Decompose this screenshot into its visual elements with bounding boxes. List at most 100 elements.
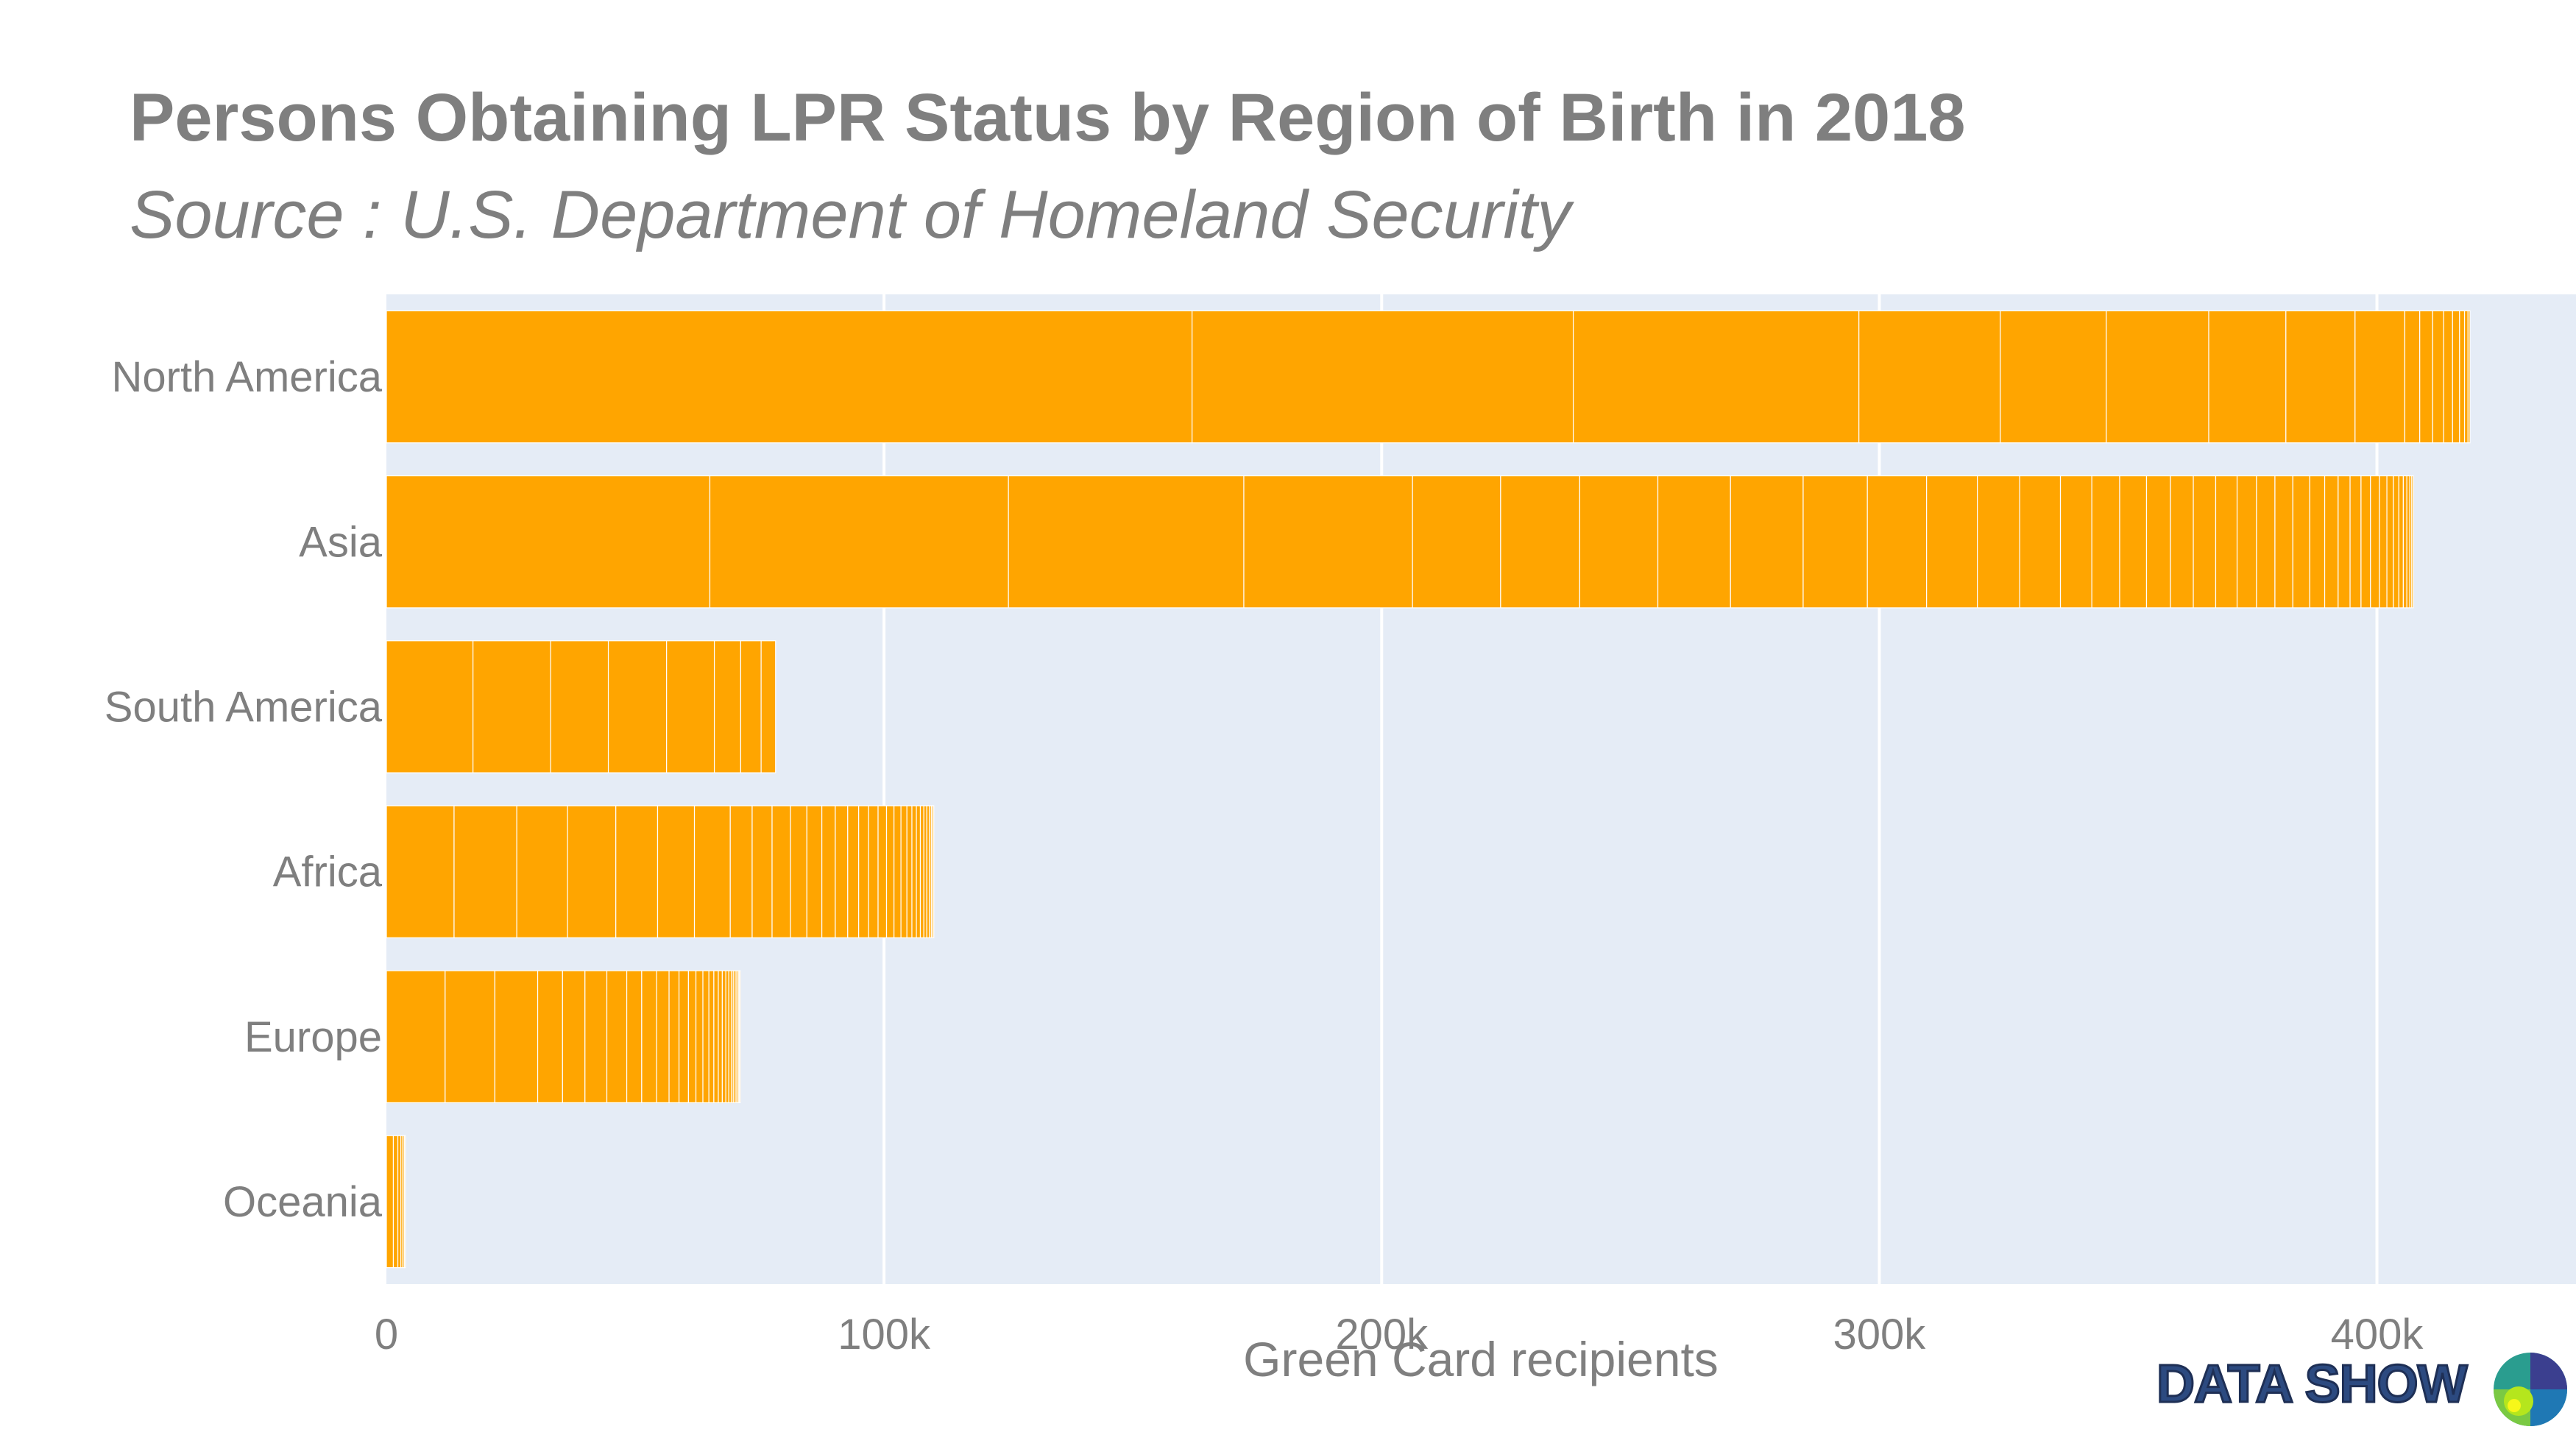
bar-segment (2452, 310, 2460, 444)
bar-segment (2406, 475, 2410, 609)
bar-segment (858, 805, 869, 938)
bar-segment (1657, 475, 1731, 609)
logo: DATA SHOW (2156, 1332, 2576, 1435)
chart-subtitle: Source : U.S. Department of Homeland Sec… (130, 177, 1571, 252)
bar-segment (386, 970, 446, 1104)
x-tick-label: 300k (1833, 1311, 1927, 1358)
bar-asia (386, 475, 2414, 609)
bar-segment (656, 970, 670, 1104)
x-tick-label: 400k (2331, 1311, 2424, 1358)
bar-segment (2404, 310, 2421, 444)
bar-segment (821, 805, 836, 938)
x-tick-label: 0 (375, 1311, 398, 1358)
bar-segment (2467, 310, 2471, 444)
y-tick-label: Oceania (223, 1178, 383, 1226)
bar-segment (2386, 475, 2394, 609)
y-tick-label: Africa (273, 848, 383, 896)
bar-segment (1866, 475, 1928, 609)
bar-segment (2324, 475, 2339, 609)
bar-segment (537, 970, 563, 1104)
bar-segment (453, 805, 517, 938)
bar-europe (386, 970, 741, 1104)
bar-segment (1572, 310, 1860, 444)
bar-segment (2370, 475, 2380, 609)
bar-segment (1008, 475, 1245, 609)
bar-segment (2236, 475, 2257, 609)
y-tick-label: South America (105, 683, 383, 731)
x-axis-title: Green Card recipients (1243, 1332, 1719, 1386)
logo-mark-icon (2494, 1353, 2567, 1426)
bar-segment (721, 970, 726, 1104)
bar-segment (2379, 475, 2388, 609)
bar-segment (702, 970, 710, 1104)
bar-segment (392, 1135, 399, 1269)
bar-segment (2419, 310, 2433, 444)
bar-segment (386, 640, 474, 773)
bar-segment (657, 805, 696, 938)
bar-segment (1192, 310, 1574, 444)
bar-segment (1977, 475, 2020, 609)
logo-text: DATA SHOW (2156, 1354, 2469, 1415)
bar-segment (2432, 310, 2444, 444)
bar-segment (2411, 475, 2414, 609)
bar-segment (494, 970, 539, 1104)
bar-segment (2256, 475, 2276, 609)
bar-segment (1802, 475, 1868, 609)
bar-segment (550, 640, 609, 773)
plot-background (386, 294, 2576, 1284)
bar-segment (2360, 475, 2371, 609)
bar-segment (626, 970, 643, 1104)
bar-segment (695, 970, 704, 1104)
bar-segment (516, 805, 568, 938)
bar-segment (2338, 475, 2351, 609)
bar-oceania (386, 1135, 406, 1269)
bar-segment (738, 970, 741, 1104)
bar-segment (709, 475, 1009, 609)
y-tick-label: Europe (244, 1013, 382, 1061)
bar-segment (911, 805, 917, 938)
bar-segment (790, 805, 807, 938)
x-tick-label: 100k (838, 1311, 931, 1358)
bar-segment (2274, 475, 2293, 609)
bar-segment (919, 805, 924, 938)
bar-segment (713, 970, 719, 1104)
bar-segment (607, 640, 668, 773)
bar-segment (678, 970, 690, 1104)
bar-segment (885, 805, 895, 938)
bar-segment (2193, 475, 2217, 609)
bar-segment (2463, 310, 2469, 444)
bar-segment (2019, 475, 2062, 609)
bar-segment (386, 475, 711, 609)
bar-segment (713, 640, 742, 773)
bar-segment (1500, 475, 1580, 609)
bar-segment (906, 805, 913, 938)
bar-segment (403, 1135, 406, 1269)
bar-segment (615, 805, 659, 938)
bar-segment (847, 805, 860, 938)
bar-segment (584, 970, 608, 1104)
bar-segment (473, 640, 551, 773)
bar-south-america (386, 640, 776, 773)
bar-segment (2000, 310, 2107, 444)
bar-segment (2170, 475, 2194, 609)
bar-segment (835, 805, 849, 938)
bar-segment (2459, 310, 2466, 444)
bar-segment (916, 805, 921, 938)
bar-segment (708, 970, 715, 1104)
bar-segment (1858, 310, 2001, 444)
bar-segment (771, 805, 791, 938)
bar-segment (729, 805, 753, 938)
bar-segment (687, 970, 697, 1104)
bar-segment (760, 640, 776, 773)
bar-segment (2349, 475, 2362, 609)
bar-segment (668, 970, 680, 1104)
bar-segment (2292, 475, 2310, 609)
bar-segment (806, 805, 823, 938)
bar-segment (1926, 475, 1978, 609)
bar-segment (606, 970, 628, 1104)
bar-segment (718, 970, 723, 1104)
bar-segment (923, 805, 927, 938)
chart-title: Persons Obtaining LPR Status by Region o… (130, 80, 1966, 155)
bar-segment (386, 805, 455, 938)
